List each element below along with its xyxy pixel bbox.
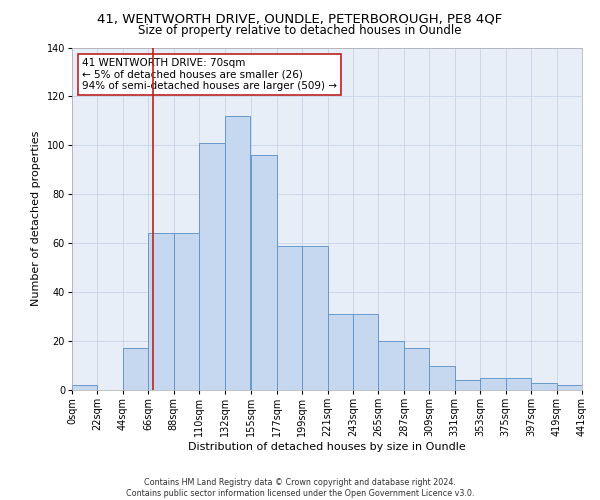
Bar: [277, 246, 302, 390]
Bar: [480, 378, 506, 390]
Text: Contains HM Land Registry data © Crown copyright and database right 2024.
Contai: Contains HM Land Registry data © Crown c…: [126, 478, 474, 498]
Bar: [224, 116, 250, 390]
Bar: [328, 314, 353, 390]
Bar: [353, 314, 379, 390]
Bar: [123, 348, 148, 390]
Bar: [557, 385, 582, 390]
Bar: [72, 385, 97, 390]
Bar: [302, 246, 328, 390]
Text: 41, WENTWORTH DRIVE, OUNDLE, PETERBOROUGH, PE8 4QF: 41, WENTWORTH DRIVE, OUNDLE, PETERBOROUG…: [97, 12, 503, 26]
Bar: [379, 341, 404, 390]
Y-axis label: Number of detached properties: Number of detached properties: [31, 131, 41, 306]
Bar: [404, 348, 430, 390]
Text: 41 WENTWORTH DRIVE: 70sqm
← 5% of detached houses are smaller (26)
94% of semi-d: 41 WENTWORTH DRIVE: 70sqm ← 5% of detach…: [82, 58, 337, 91]
Text: Size of property relative to detached houses in Oundle: Size of property relative to detached ho…: [138, 24, 462, 37]
Bar: [430, 366, 455, 390]
Bar: [506, 378, 531, 390]
X-axis label: Distribution of detached houses by size in Oundle: Distribution of detached houses by size …: [188, 442, 466, 452]
Bar: [148, 234, 174, 390]
Bar: [199, 143, 224, 390]
Bar: [251, 155, 277, 390]
Bar: [174, 234, 199, 390]
Bar: [455, 380, 480, 390]
Bar: [531, 382, 557, 390]
